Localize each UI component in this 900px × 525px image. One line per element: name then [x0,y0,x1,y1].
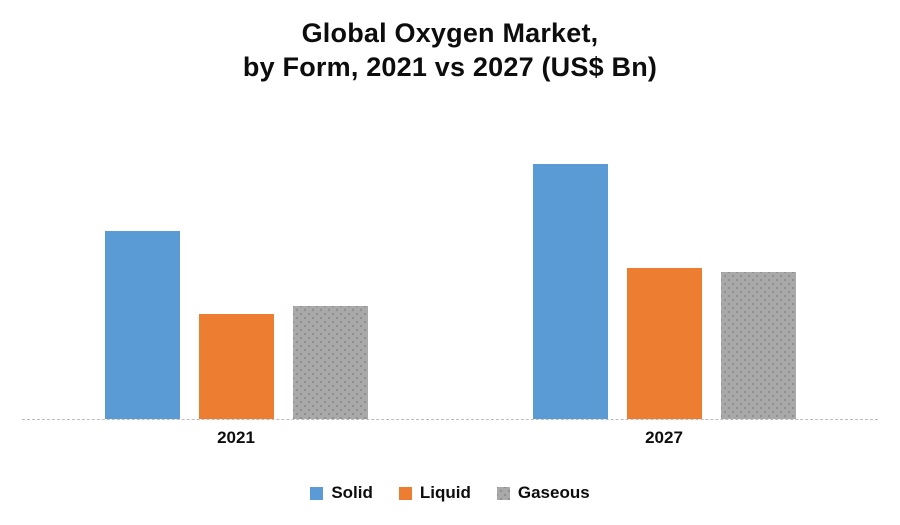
bar-solid-2021 [104,231,180,419]
chart-title: Global Oxygen Market, by Form, 2021 vs 2… [0,16,900,84]
chart-title-line2: by Form, 2021 vs 2027 (US$ Bn) [242,52,658,82]
bar-gaseous-2021 [292,306,368,419]
legend-swatch-solid-icon [310,486,324,500]
legend-label-solid: Solid [331,483,373,502]
chart-title-line1: Global Oxygen Market, [301,18,599,48]
bar-solid-2027 [532,164,608,419]
legend-label-liquid: Liquid [419,483,471,502]
category-axis: 2021 2027 [22,428,878,448]
legend-item-liquid: Liquid [398,483,471,503]
legend-label-gaseous: Gaseous [517,483,590,502]
legend-swatch-liquid-icon [398,486,412,500]
plot-area [22,139,878,420]
legend-item-gaseous: Gaseous [496,483,590,503]
bar-liquid-2021 [198,314,274,419]
legend-swatch-gaseous-icon [496,486,510,500]
category-label-2021: 2021 [217,428,255,447]
category-label-2027: 2027 [645,428,683,447]
bar-liquid-2027 [626,268,702,419]
legend-item-solid: Solid [310,483,373,503]
bar-gaseous-2027 [720,272,796,419]
legend: Solid Liquid Gaseous [0,483,900,503]
